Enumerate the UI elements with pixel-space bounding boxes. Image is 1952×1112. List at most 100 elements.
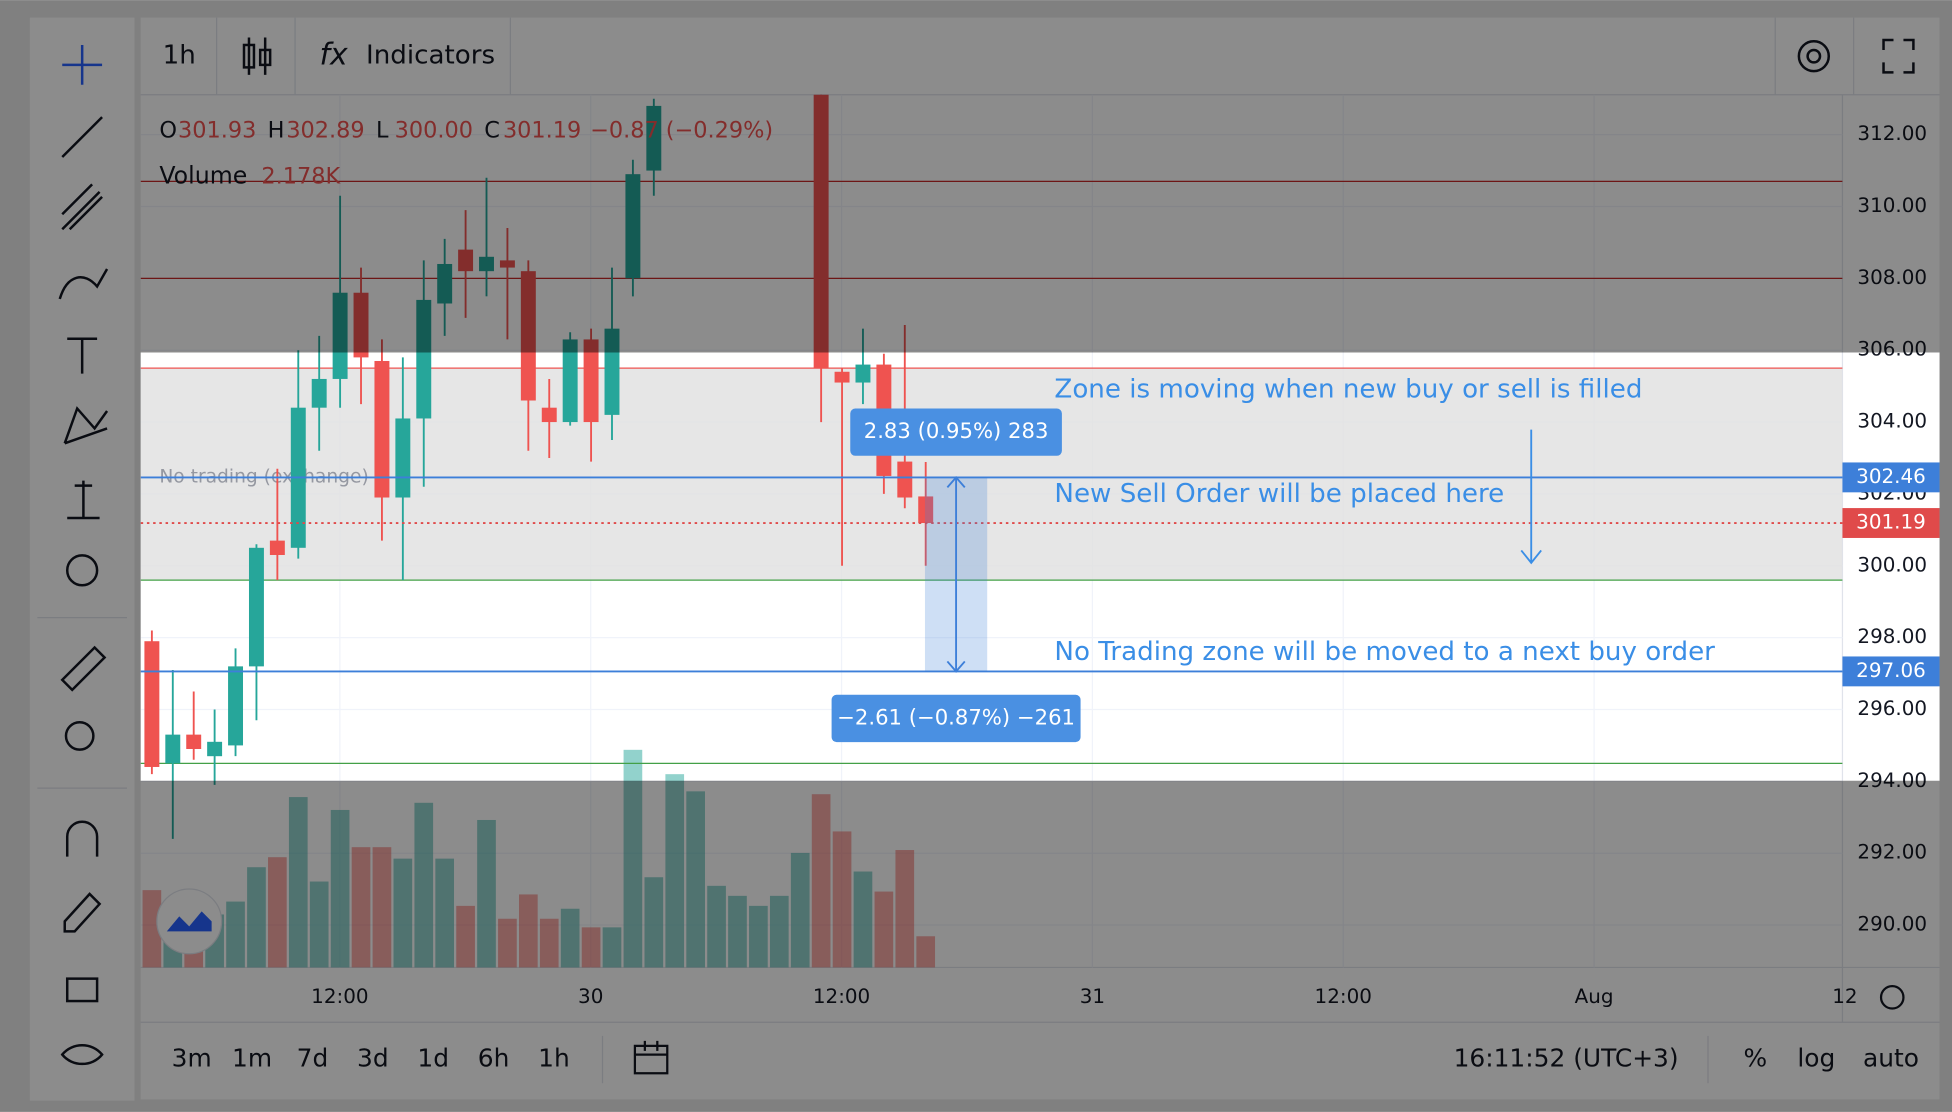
volume-bar	[811, 794, 831, 968]
candle-body	[374, 360, 390, 498]
brush-tool[interactable]	[58, 268, 109, 300]
crosshair-tool[interactable]	[62, 44, 103, 85]
x-tick-label: 12	[1832, 985, 1857, 1008]
volume-bar	[456, 905, 475, 968]
y-tick-label: 312.00	[1857, 122, 1927, 145]
left-toolbar	[29, 17, 135, 1101]
volume-bar	[560, 908, 580, 968]
y-tick-label: 290.00	[1857, 913, 1927, 936]
y-tick-label: 300.00	[1857, 553, 1927, 576]
measure-down-label: −2.61 (−0.87%) −261	[837, 704, 1075, 729]
zoom-tool[interactable]	[64, 720, 95, 751]
volume-bar	[351, 847, 371, 968]
volume-bar	[330, 809, 350, 968]
range-button[interactable]: 3d	[357, 1044, 389, 1073]
legend-value: 300.00	[395, 117, 473, 143]
fib-tool[interactable]	[61, 183, 103, 231]
candle-body	[207, 741, 223, 757]
range-button[interactable]: 7d	[297, 1044, 329, 1073]
y-tick-label: 296.00	[1857, 697, 1927, 720]
indicators-button[interactable]: Indicators	[366, 41, 495, 71]
legend-key: L	[376, 117, 389, 143]
volume-bar	[477, 819, 496, 968]
volume-bar	[832, 831, 852, 968]
volume-bar	[853, 871, 873, 968]
candle-body	[437, 263, 453, 304]
y-tick-label: 310.00	[1857, 194, 1927, 217]
volume-bar	[142, 890, 162, 968]
pattern-tool[interactable]	[63, 406, 109, 445]
candle-body	[353, 292, 369, 358]
x-tick-label: 30	[578, 985, 603, 1008]
fx-icon: fx	[320, 38, 349, 73]
candle-body	[918, 496, 934, 524]
volume-bar	[539, 918, 559, 968]
annotation: Zone is moving when new buy or sell is f…	[1054, 374, 1642, 404]
legend-value: 301.19	[503, 117, 581, 143]
candle-body	[834, 371, 850, 383]
legend-value: 301.93	[178, 117, 256, 143]
emoji-tool[interactable]	[65, 554, 99, 587]
bottom-toolbar	[140, 1022, 1940, 1100]
interval-button[interactable]: 1h	[163, 41, 196, 71]
candle-body	[332, 292, 348, 379]
volume-label: Volume	[159, 161, 247, 189]
theme-button[interactable]	[1879, 984, 1905, 1010]
volume-bar	[518, 894, 538, 968]
logo-icon	[166, 911, 212, 932]
range-button[interactable]: 1h	[538, 1044, 570, 1073]
y-tick-label: 292.00	[1857, 841, 1927, 864]
percent-button[interactable]: %	[1743, 1044, 1767, 1073]
candle-body	[499, 260, 515, 268]
annotation-arrow	[1520, 429, 1542, 565]
y-tick-label: 298.00	[1857, 625, 1927, 648]
top-toolbar	[140, 17, 1940, 95]
y-tick-label: 308.00	[1857, 266, 1927, 289]
candle-body	[311, 378, 327, 408]
settings-button[interactable]	[1797, 39, 1830, 73]
candle-body	[416, 299, 432, 419]
trend-line-tool[interactable]	[61, 116, 103, 158]
volume-bar	[623, 749, 643, 968]
candle-body	[646, 105, 662, 171]
measure-down-box	[831, 694, 1081, 743]
magnet-tool[interactable]	[65, 820, 99, 857]
candle-body	[897, 461, 913, 498]
legend-key: H	[268, 117, 285, 143]
range-button[interactable]: 1m	[232, 1044, 272, 1073]
log-button[interactable]: log	[1797, 1044, 1835, 1073]
legend-change: −0.87 (−0.29%)	[590, 117, 773, 143]
visibility-tool[interactable]	[60, 1044, 104, 1066]
ruler-tool[interactable]	[60, 645, 107, 692]
annotation: New Sell Order will be placed here	[1054, 479, 1504, 509]
legend: O301.93 H302.89 L300.00 C301.19 −0.87 (−0.29…	[159, 117, 773, 189]
candle-body	[855, 364, 871, 383]
volume-bar	[790, 852, 810, 968]
chart-type-button[interactable]	[242, 37, 272, 75]
range-button[interactable]: 6h	[478, 1044, 510, 1073]
bottom-bar: 3m 1m 7d 3d 1d 6h 1h 16:11:52 (UTC+3)% logauto	[172, 984, 1919, 1084]
volume-bar	[247, 867, 266, 968]
candle-body	[604, 328, 620, 415]
measure-tool[interactable]	[67, 480, 100, 520]
fullscreen-button[interactable]	[1882, 38, 1915, 74]
range-button[interactable]: 1d	[417, 1044, 449, 1073]
volume-bar	[665, 774, 685, 968]
candle-body	[813, 94, 829, 369]
volume-bar	[435, 858, 455, 968]
lock-drawing-tool[interactable]	[63, 892, 102, 933]
volume-bar	[686, 791, 705, 968]
text-tool[interactable]	[67, 337, 98, 374]
candle-body	[562, 339, 578, 423]
candle-body	[186, 734, 202, 750]
lock-tool[interactable]	[65, 977, 99, 1003]
range-button[interactable]: 3m	[172, 1044, 212, 1073]
goto-date-button[interactable]	[633, 1040, 669, 1075]
logo-button[interactable]	[156, 888, 223, 955]
volume-bar	[288, 797, 308, 968]
candle-body	[269, 540, 285, 555]
auto-button[interactable]: auto	[1863, 1044, 1919, 1073]
clock: 16:11:52 (UTC+3)	[1454, 1044, 1679, 1073]
